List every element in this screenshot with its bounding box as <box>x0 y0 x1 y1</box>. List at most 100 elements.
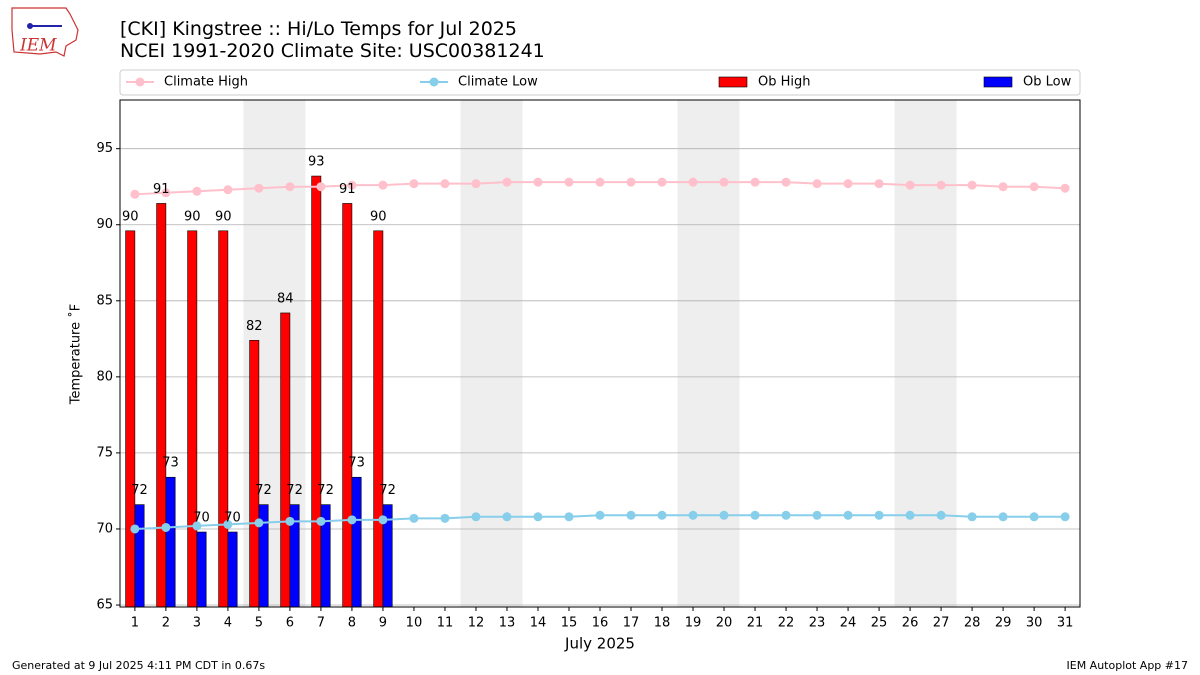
point <box>936 510 946 520</box>
x-tick-label: 19 <box>685 616 702 631</box>
x-tick-label: 10 <box>406 616 423 631</box>
point <box>688 510 698 520</box>
point <box>192 521 202 531</box>
point <box>595 510 605 520</box>
point <box>440 513 450 523</box>
legend-box <box>119 69 1081 96</box>
point <box>378 515 388 525</box>
point <box>781 177 791 187</box>
point <box>657 177 667 187</box>
data-label: 70 <box>224 511 241 526</box>
y-axis-label: Temperature ˚F <box>68 304 84 405</box>
point <box>1029 182 1039 192</box>
point <box>254 518 264 528</box>
point <box>285 516 295 526</box>
point <box>874 179 884 189</box>
data-label: 90 <box>122 209 139 224</box>
y-tick-label: 90 <box>96 217 113 232</box>
data-label: 90 <box>215 209 232 224</box>
point <box>905 510 915 520</box>
bar <box>156 203 167 607</box>
point <box>719 510 729 520</box>
point <box>316 516 326 526</box>
point <box>502 512 512 522</box>
bar <box>258 504 269 607</box>
data-label: 93 <box>308 155 325 170</box>
x-tick-label: 6 <box>286 616 294 631</box>
x-tick-label: 25 <box>871 616 888 631</box>
data-label: 91 <box>153 182 170 197</box>
point <box>471 512 481 522</box>
chart-title: [CKI] Kingstree :: Hi/Lo Temps for Jul 2… <box>120 18 517 40</box>
point <box>750 177 760 187</box>
x-tick-label: 4 <box>224 616 232 631</box>
bar <box>196 531 207 607</box>
bar <box>125 230 136 607</box>
x-tick-label: 8 <box>348 616 356 631</box>
x-tick-label: 9 <box>379 616 387 631</box>
x-tick-label: 31 <box>1057 616 1074 631</box>
legend-label: Ob Low <box>1023 75 1072 90</box>
x-tick-label: 14 <box>530 616 547 631</box>
data-label: 82 <box>246 319 263 334</box>
y-tick-label: 65 <box>96 598 113 613</box>
x-tick-label: 12 <box>468 616 485 631</box>
weekend-shade <box>894 100 926 607</box>
legend-label: Climate High <box>164 75 248 90</box>
footer-right: IEM Autoplot App #17 <box>1067 659 1189 672</box>
point <box>998 512 1008 522</box>
point <box>223 185 233 195</box>
legend-label: Ob High <box>758 75 811 90</box>
point <box>967 512 977 522</box>
x-tick-label: 21 <box>747 616 764 631</box>
weekend-shade <box>677 100 709 607</box>
point <box>998 182 1008 192</box>
bar <box>134 504 145 607</box>
chart-subtitle: NCEI 1991-2020 Climate Site: USC00381241 <box>120 40 545 62</box>
x-tick-label: 17 <box>623 616 640 631</box>
bar <box>373 230 384 607</box>
x-tick-label: 18 <box>654 616 671 631</box>
x-tick-label: 3 <box>193 616 201 631</box>
data-label: 72 <box>286 483 303 498</box>
bar <box>227 531 238 607</box>
point <box>471 179 481 189</box>
point <box>285 182 295 192</box>
y-tick-label: 75 <box>96 445 113 460</box>
x-tick-label: 2 <box>162 616 170 631</box>
point <box>161 522 171 532</box>
point <box>1060 183 1070 193</box>
x-tick-label: 7 <box>317 616 325 631</box>
point <box>502 177 512 187</box>
point <box>409 513 419 523</box>
point <box>967 180 977 190</box>
point <box>223 519 233 529</box>
point <box>843 510 853 520</box>
x-tick-label: 28 <box>964 616 981 631</box>
point <box>533 512 543 522</box>
point <box>626 177 636 187</box>
y-tick-label: 70 <box>96 521 113 536</box>
x-tick-label: 23 <box>809 616 826 631</box>
bar <box>320 504 331 607</box>
legend-label: Climate Low <box>458 75 538 90</box>
point <box>812 510 822 520</box>
point <box>657 510 667 520</box>
point <box>936 180 946 190</box>
x-tick-label: 22 <box>778 616 795 631</box>
point <box>347 515 357 525</box>
legend-marker <box>429 77 439 87</box>
data-label: 72 <box>131 483 148 498</box>
legend-swatch <box>718 76 748 88</box>
point <box>533 177 543 187</box>
point <box>564 512 574 522</box>
legend-marker <box>135 77 145 87</box>
logo: IEM <box>11 7 79 57</box>
data-label: 72 <box>379 483 396 498</box>
bar <box>249 340 260 607</box>
data-label: 73 <box>162 456 179 471</box>
data-label: 73 <box>348 456 365 471</box>
x-tick-label: 27 <box>933 616 950 631</box>
point <box>130 524 140 534</box>
